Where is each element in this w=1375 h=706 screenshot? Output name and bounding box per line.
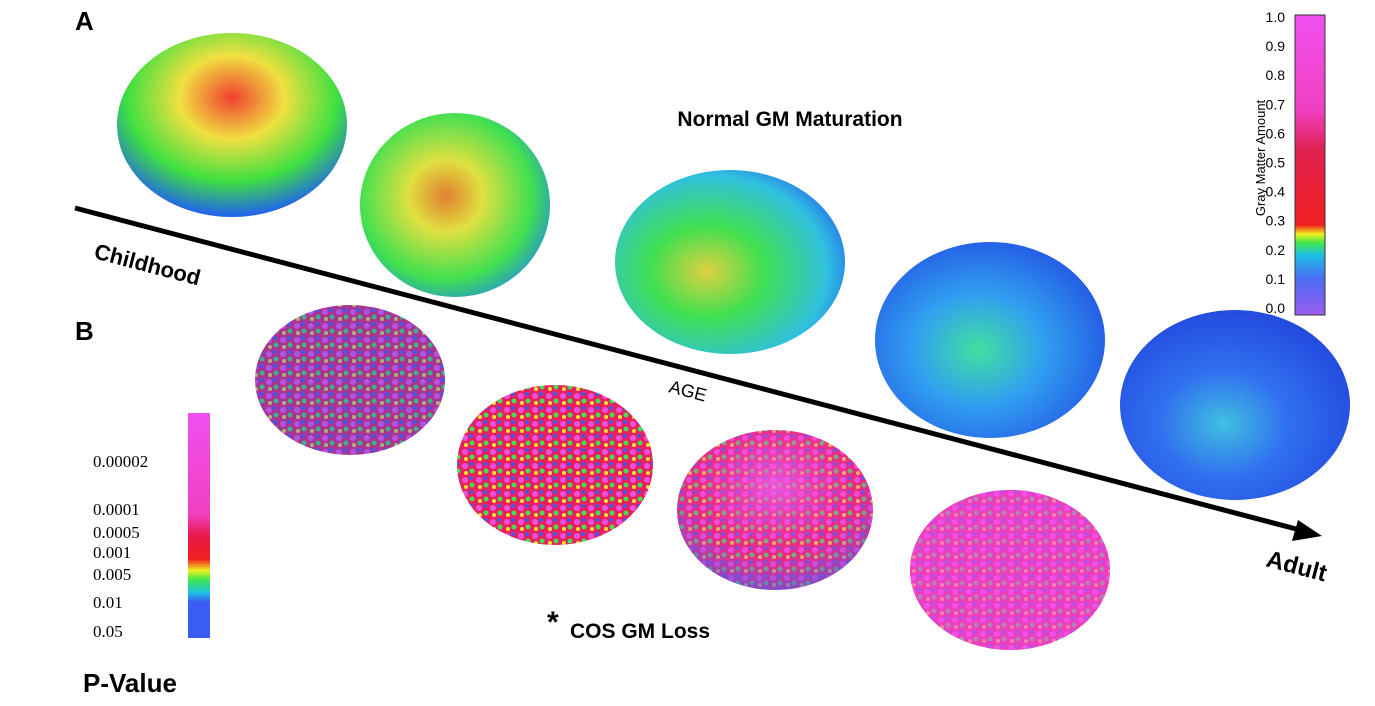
brain-shade [677, 430, 873, 590]
brain-shade [255, 305, 445, 455]
p-colorbar [188, 413, 210, 638]
p-tick-label: 0.0005 [93, 523, 140, 542]
gm-tick-label: 0.3 [1266, 213, 1286, 229]
panel-title: Normal GM Maturation [677, 108, 902, 131]
axis-end-label: Adult [1263, 546, 1329, 588]
age-arrow [74, 205, 1301, 533]
gm-tick-label: 0.7 [1266, 96, 1286, 112]
p-tick-label: 0.01 [93, 593, 123, 612]
gm-tick-label: 0.1 [1266, 271, 1286, 287]
brain-image [457, 385, 653, 545]
brain-image [875, 242, 1105, 438]
brain-image [255, 305, 445, 455]
p-tick-label: 0.005 [93, 565, 131, 584]
gm-tick-label: 0.2 [1266, 242, 1286, 258]
axis-middle-label: AGE [667, 377, 709, 406]
brain-image [117, 33, 347, 217]
p-tick-label: 0.001 [93, 543, 131, 562]
panel-label: A [75, 6, 94, 36]
p-tick-label: 0.05 [93, 622, 123, 641]
brain-image [615, 170, 845, 354]
gm-tick-label: 0.0 [1266, 300, 1286, 316]
p-tick-label: 0.00002 [93, 452, 148, 471]
gm-tick-label: 0.6 [1266, 125, 1286, 141]
gm-tick-label: 0.5 [1266, 155, 1286, 171]
brain-image [1120, 310, 1350, 500]
axis-start-label: Childhood [92, 239, 204, 291]
gm-tick-label: 0.9 [1266, 38, 1286, 54]
brain-image [360, 113, 550, 297]
brain-row-b [255, 305, 1110, 650]
asterisk: * [547, 606, 559, 639]
gm-colorbar [1294, 14, 1326, 316]
brain-shade [910, 490, 1110, 650]
gm-tick-label: 1.0 [1266, 9, 1286, 25]
panel-label: B [75, 316, 94, 346]
panel-title: COS GM Loss [570, 620, 710, 643]
arrow-head [1292, 520, 1322, 541]
gm-ticks: 0.0 0.1 0.2 0.3 0.4 0.5 0.6 0.7 0.8 0.9 1.0 [1266, 9, 1286, 316]
gm-tick-label: 0.8 [1266, 67, 1286, 83]
p-colorbar-title: P-Value [83, 668, 177, 698]
brain-row-a [117, 33, 1350, 500]
p-tick-label: 0.0001 [93, 500, 140, 519]
gm-colorbar-title: Gray Matter Amount [1253, 99, 1268, 216]
gm-tick-label: 0.4 [1266, 184, 1286, 200]
